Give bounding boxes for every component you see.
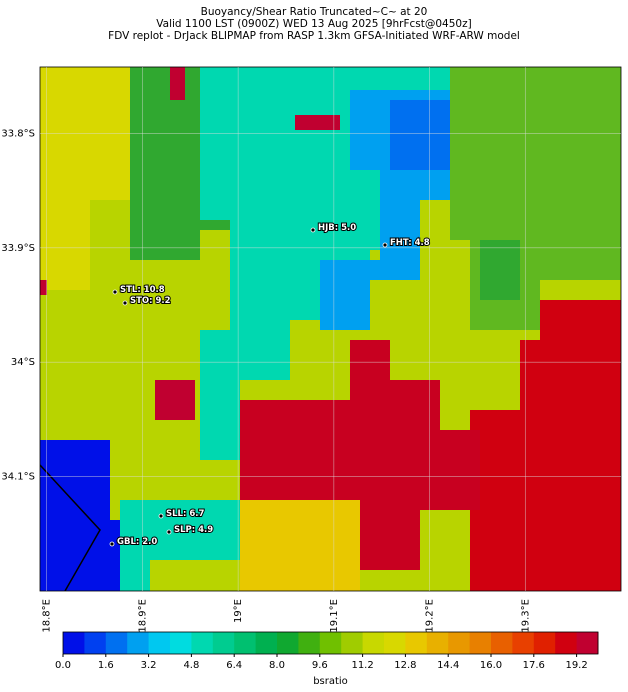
colorbar-swatch (105, 632, 128, 654)
field-region (240, 500, 360, 591)
colorbar-tick-label: 11.2 (351, 660, 373, 671)
colorbar-tick-label: 8.0 (269, 660, 285, 671)
colorbar-swatch (512, 632, 535, 654)
colorbar-swatch (234, 632, 257, 654)
colorbar-swatch (191, 632, 214, 654)
colorbar-tick-label: 14.4 (437, 660, 459, 671)
field-region (240, 340, 480, 570)
lat-tick-label: 33.9°S (1, 243, 35, 254)
station-label: GBL: 2.0 (117, 537, 157, 547)
colorbar-swatch (384, 632, 406, 654)
colorbar-frame (62, 631, 599, 655)
colorbar-swatch (491, 632, 513, 654)
field-region (480, 240, 520, 300)
station-marker (122, 300, 128, 306)
lon-tick-label: 19.3°E (520, 599, 531, 633)
colorbar-swatch (469, 632, 492, 654)
field-region (120, 500, 240, 591)
colorbar-swatch (148, 632, 171, 654)
station-marker (310, 227, 316, 233)
colorbar-swatch (341, 632, 364, 654)
colorbar-tick-label: 16.0 (480, 660, 502, 671)
colorbar-swatch (63, 632, 85, 654)
field-region (390, 100, 450, 170)
station-label: FHT: 4.8 (390, 238, 430, 248)
lat-tick-label: 34.1°S (1, 472, 35, 483)
colorbar-tick-label: 1.6 (98, 660, 114, 671)
colorbar-swatch (362, 632, 385, 654)
lon-tick-label: 19.1°E (329, 599, 340, 633)
colorbar-swatch (212, 632, 235, 654)
colorbar-swatch (277, 632, 299, 654)
station-marker (158, 513, 164, 519)
colorbar-swatch (84, 632, 107, 654)
colorbar-swatch (426, 632, 449, 654)
colorbar-swatch (576, 632, 599, 654)
colorbar-swatch (555, 632, 578, 654)
coastline (40, 464, 101, 591)
colorbar-tick-label: 3.2 (141, 660, 157, 671)
colorbar-label: bsratio (313, 676, 348, 687)
station-marker (109, 541, 115, 547)
field-region (40, 67, 140, 290)
station-marker (112, 289, 118, 295)
map-field (40, 67, 621, 591)
colorbar-tick-label: 17.6 (523, 660, 545, 671)
station-marker (382, 242, 388, 248)
lon-tick-label: 18.9°E (137, 599, 148, 633)
station-label: HJB: 5.0 (318, 223, 356, 233)
station-label: STO: 9.2 (130, 296, 171, 306)
map-frame (39, 66, 622, 592)
colorbar-swatch (448, 632, 471, 654)
colorbar-swatch (533, 632, 556, 654)
colorbar-swatch (298, 632, 321, 654)
colorbar-tick-label: 6.4 (226, 660, 242, 671)
station-marker (166, 529, 172, 535)
lon-tick-label: 19.2°E (425, 599, 436, 633)
lat-tick-label: 34°S (11, 357, 35, 368)
colorbar-swatch (255, 632, 278, 654)
colorbar-tick-label: 0.0 (55, 660, 71, 671)
colorbar-swatch (170, 632, 192, 654)
lat-tick-label: 33.8°S (1, 128, 35, 139)
title-line: Buoyancy/Shear Ratio Truncated~C~ at 20 (201, 6, 428, 18)
lon-tick-label: 19°E (233, 599, 244, 623)
colorbar-tick-label: 4.8 (183, 660, 199, 671)
colorbar-tick-label: 19.2 (565, 660, 587, 671)
title-line: FDV replot - DrJack BLIPMAP from RASP 1.… (108, 30, 520, 42)
colorbar-swatch (319, 632, 342, 654)
colorbar-swatch (127, 632, 150, 654)
station-label: STL: 10.8 (120, 285, 165, 295)
field-region (470, 300, 621, 591)
colorbar-tick-label: 12.8 (394, 660, 416, 671)
station-label: SLL: 6.7 (166, 509, 204, 519)
station-label: SLP: 4.9 (174, 525, 213, 535)
colorbar-swatch (405, 632, 428, 654)
lon-tick-label: 18.8°E (42, 599, 53, 633)
title-line: Valid 1100 LST (0900Z) WED 13 Aug 2025 [… (156, 18, 471, 30)
colorbar-tick-label: 9.6 (312, 660, 328, 671)
